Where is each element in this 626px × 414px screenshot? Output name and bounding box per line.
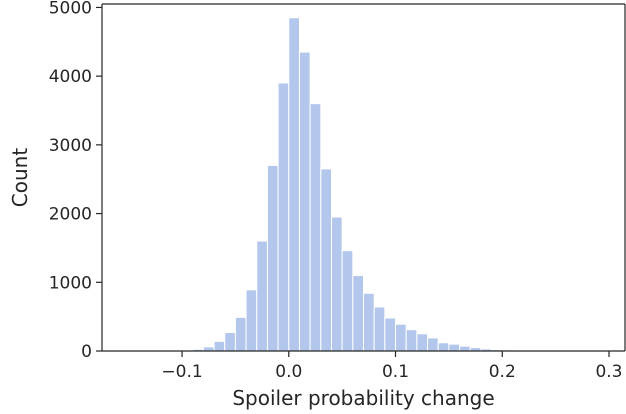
- y-tick-label: 4000: [49, 67, 92, 87]
- histogram-bar: [448, 343, 461, 352]
- histogram-bar: [384, 317, 397, 352]
- y-axis-label: Count: [8, 148, 32, 208]
- x-tick-label: 0.2: [489, 362, 516, 382]
- histogram-bar: [245, 289, 258, 352]
- histogram-bar: [405, 329, 418, 352]
- histogram-bar: [427, 337, 439, 352]
- chart-axes: [101, 3, 626, 352]
- x-tick-label: 0.1: [382, 362, 409, 382]
- y-tick-label: 2000: [49, 205, 92, 225]
- histogram-bar: [373, 306, 386, 352]
- histogram-bar: [416, 333, 429, 352]
- histogram-bar: [288, 17, 300, 352]
- histogram-bar: [202, 346, 215, 352]
- histogram-bar: [341, 250, 354, 352]
- histogram-bar: [234, 316, 247, 352]
- y-tick-label: 3000: [49, 136, 92, 156]
- histogram-bars: [160, 17, 621, 352]
- histogram-bar: [277, 82, 290, 352]
- histogram-bar: [309, 103, 322, 352]
- histogram-bar: [352, 274, 365, 352]
- chart-ticks: −0.1 0.0 0.1 0.2 0.3 0 1000 2000 3000 4000 5000: [49, 0, 623, 382]
- histogram-bar: [330, 216, 343, 352]
- histogram-bar: [298, 51, 311, 352]
- histogram-bar: [213, 340, 226, 352]
- histogram-bar: [256, 240, 268, 352]
- y-tick-label: 5000: [49, 0, 92, 18]
- histogram-bar: [395, 323, 407, 352]
- histogram-bar: [363, 292, 375, 352]
- y-tick-label: 1000: [49, 273, 92, 293]
- histogram-bar: [266, 164, 279, 352]
- x-tick-label: 0.0: [275, 362, 302, 382]
- histogram-bar: [437, 342, 450, 352]
- x-tick-label: −0.1: [161, 362, 202, 382]
- histogram-bar: [320, 168, 332, 352]
- x-tick-label: 0.3: [595, 362, 622, 382]
- histogram-bar: [224, 331, 236, 352]
- x-axis-label: Spoiler probability change: [232, 386, 494, 410]
- histogram-bar: [459, 345, 471, 352]
- y-tick-label: 0: [81, 342, 92, 362]
